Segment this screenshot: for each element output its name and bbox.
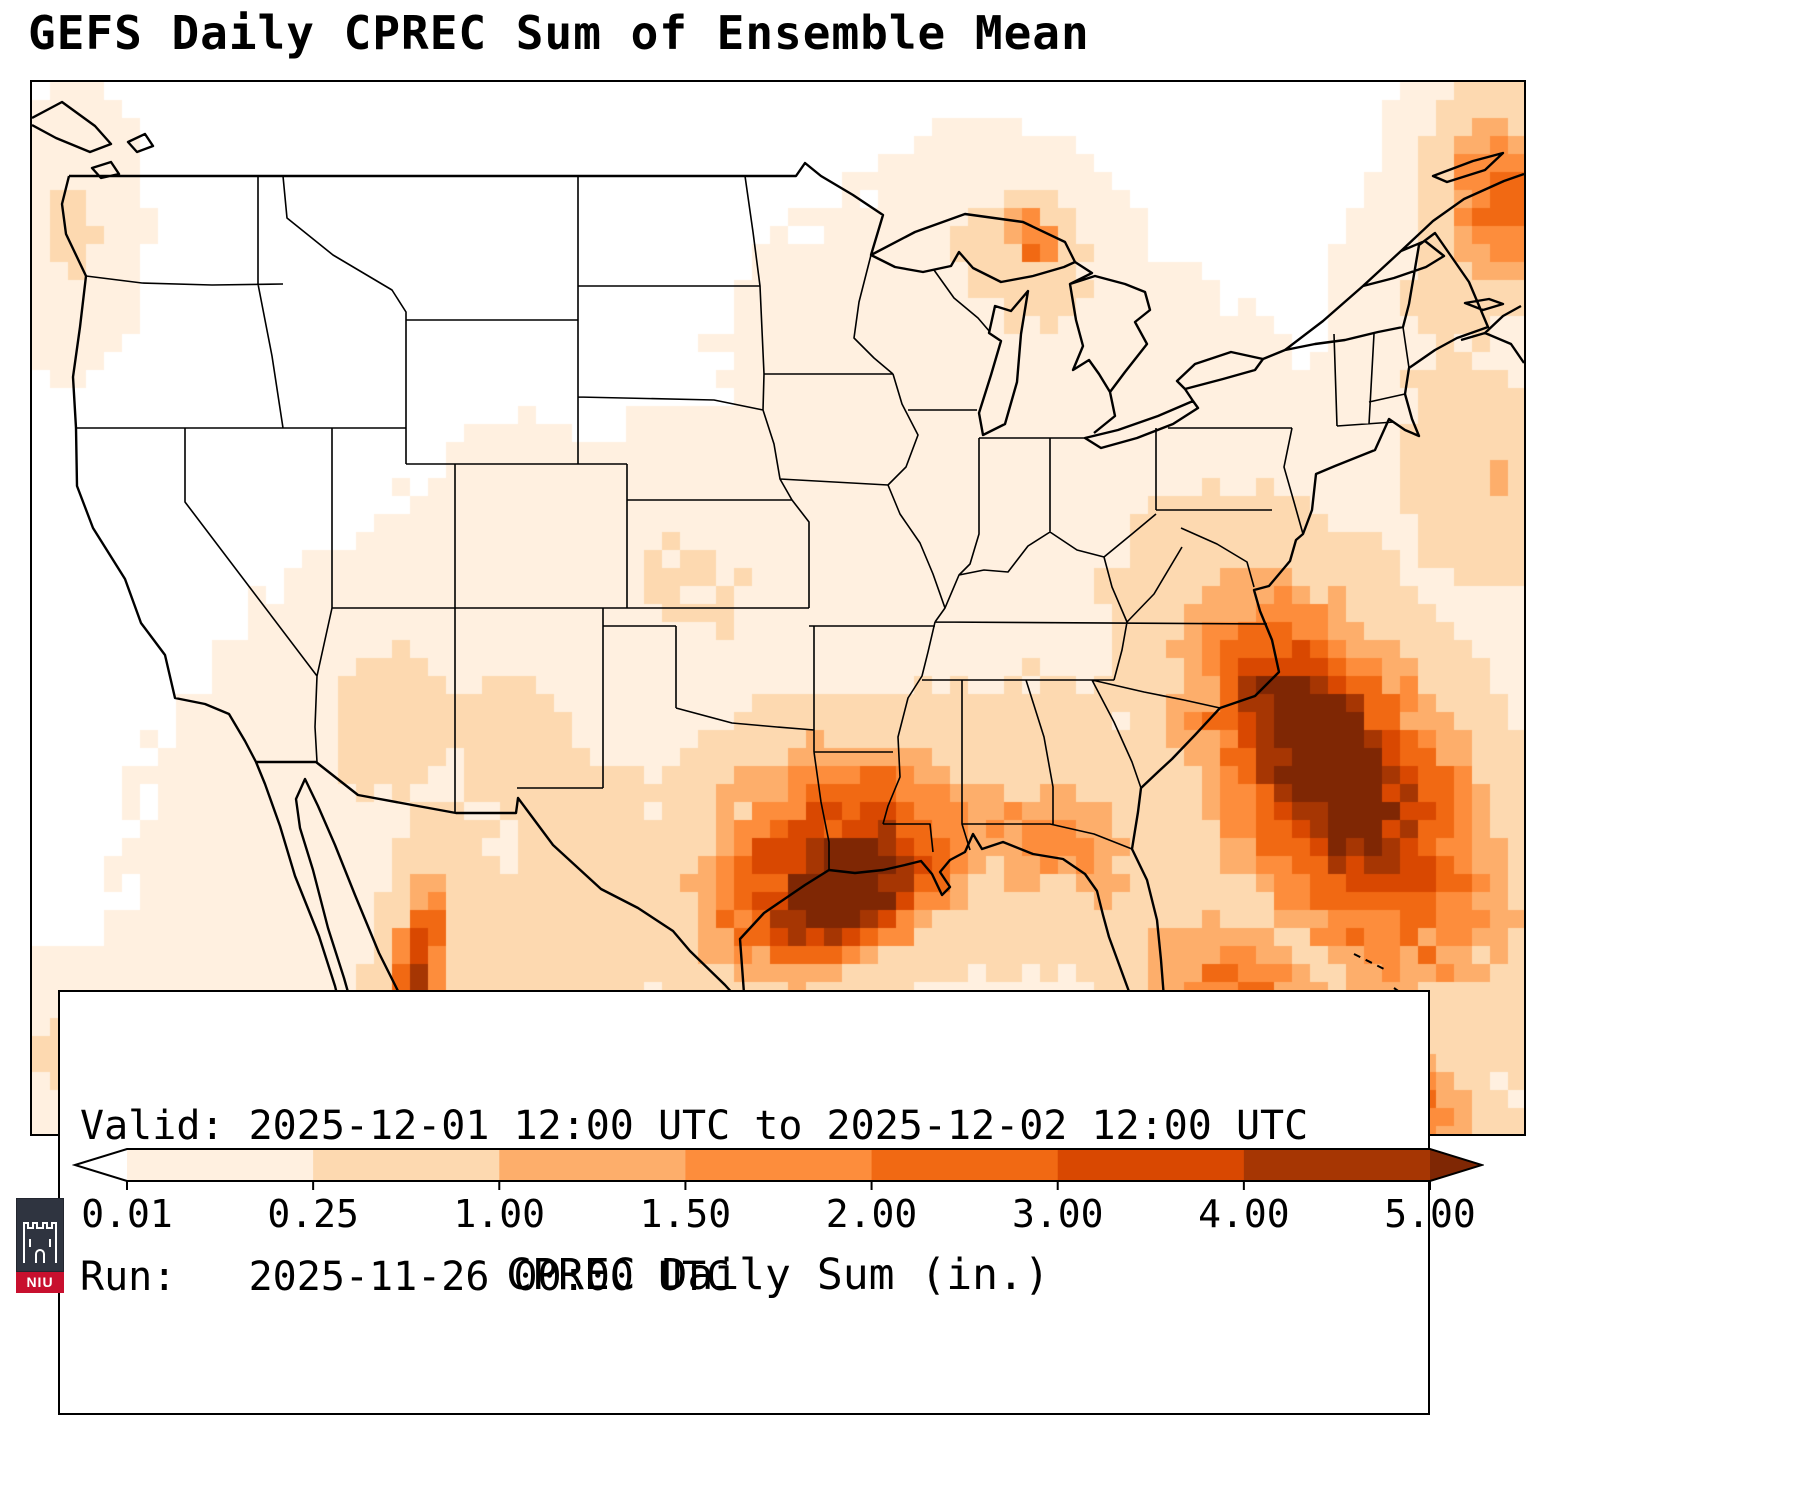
- colorbar-tick-label: 1.00: [453, 1192, 546, 1236]
- colorbar-tick-label: 1.50: [639, 1192, 732, 1236]
- valid-text: Valid: 2025-12-01 12:00 UTC to 2025-12-0…: [80, 1102, 1309, 1149]
- state-borders: [76, 175, 1410, 870]
- colorbar-segment: [1243, 1149, 1431, 1181]
- colorbar-segment: [127, 1149, 314, 1181]
- colorbar: [72, 1148, 1484, 1190]
- colorbar-tick-label: 5.00: [1384, 1192, 1476, 1236]
- colorbar-tick-label: 2.00: [825, 1192, 918, 1236]
- colorbar-tick-labels: 0.01 0.25 1.00 1.50 2.00 3.00 4.00 5.00: [72, 1192, 1484, 1238]
- colorbar-segment: [499, 1149, 687, 1181]
- niu-logo: NIU: [16, 1198, 64, 1293]
- map-panel: Valid: 2025-12-01 12:00 UTC to 2025-12-0…: [30, 80, 1526, 1416]
- colorbar-axis-label: CPREC Daily Sum (in.): [506, 1250, 1050, 1300]
- colorbar-segment: [1057, 1149, 1245, 1181]
- figure-title: GEFS Daily CPREC Sum of Ensemble Mean: [28, 6, 1090, 60]
- colorbar-segment: [871, 1149, 1059, 1181]
- niu-logo-text: NIU: [16, 1272, 64, 1293]
- coastline: [32, 100, 1524, 1134]
- colorbar-tick-label: 0.01: [81, 1192, 173, 1236]
- run-text: Run: 2025-11-26 00:00 UTC: [80, 1253, 731, 1300]
- colorbar-tick-label: 4.00: [1198, 1192, 1290, 1236]
- niu-castle-icon: [16, 1198, 64, 1272]
- colorbar-tick-label: 3.00: [1011, 1192, 1104, 1236]
- colorbar-segment: [685, 1149, 873, 1181]
- colorbar-tick-label: 0.25: [267, 1192, 359, 1236]
- basemap: [32, 100, 1524, 1134]
- colorbar-segment: [313, 1149, 500, 1181]
- colorbar-over-arrow: [1430, 1149, 1482, 1181]
- colorbar-under-arrow: [75, 1149, 127, 1181]
